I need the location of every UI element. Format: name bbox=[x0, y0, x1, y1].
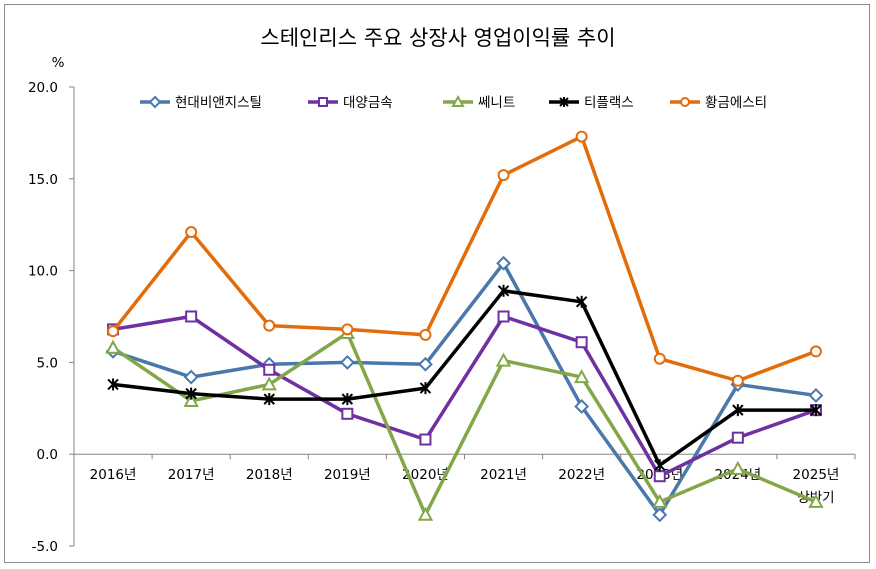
x-tick-label: 2020년 bbox=[402, 467, 449, 483]
x-tick-label: 2018년 bbox=[246, 467, 293, 483]
chart-frame bbox=[4, 4, 870, 563]
data-point-marker bbox=[261, 376, 277, 391]
data-point-marker bbox=[419, 382, 432, 395]
data-point-marker bbox=[263, 393, 275, 406]
series-5 bbox=[107, 130, 822, 387]
y-tick-label: -5.0 bbox=[32, 539, 58, 555]
x-tick-label: 2016년 bbox=[90, 467, 137, 483]
data-point-marker bbox=[185, 226, 198, 239]
legend-item: 황금에스티 bbox=[670, 95, 767, 111]
data-point-marker bbox=[730, 460, 746, 475]
data-point-marker bbox=[183, 392, 199, 407]
data-point-marker bbox=[680, 97, 690, 107]
y-tick-label: 15.0 bbox=[28, 172, 58, 188]
data-point-marker bbox=[575, 295, 588, 308]
data-point-marker bbox=[575, 130, 588, 143]
series-line bbox=[112, 289, 816, 467]
x-tick-label: 2024년 bbox=[714, 467, 761, 483]
data-point-marker bbox=[732, 404, 744, 417]
series-line bbox=[112, 331, 817, 517]
x-tick-label: 2017년 bbox=[168, 467, 215, 483]
data-point-marker bbox=[341, 407, 354, 420]
data-point-marker bbox=[652, 507, 668, 523]
series-layer bbox=[105, 130, 824, 523]
data-point-marker bbox=[575, 336, 588, 349]
data-point-marker bbox=[263, 319, 276, 332]
data-point-marker bbox=[573, 368, 590, 384]
data-point-marker bbox=[341, 323, 354, 336]
series-line bbox=[111, 134, 817, 383]
data-point-marker bbox=[808, 388, 824, 403]
y-tick-label: 5.0 bbox=[37, 355, 58, 371]
legend-label: 현대비앤지스틸 bbox=[175, 95, 262, 111]
legend: 현대비앤지스틸 대양금속 쎄니트 티플랙스 황금에스티 bbox=[140, 94, 767, 111]
data-point-marker bbox=[731, 431, 744, 444]
legend-label: 티플랙스 bbox=[584, 95, 634, 111]
data-point-marker bbox=[809, 345, 822, 358]
legend-item: 현대비앤지스틸 bbox=[140, 95, 262, 111]
data-point-marker bbox=[183, 369, 199, 385]
data-point-marker bbox=[810, 404, 822, 417]
data-point-marker bbox=[574, 399, 590, 414]
series-1 bbox=[105, 255, 824, 523]
legend-label: 대양금속 bbox=[343, 95, 393, 111]
x-tick-label: 2019년 bbox=[324, 467, 371, 483]
series-4 bbox=[107, 284, 822, 472]
data-point-marker bbox=[808, 493, 824, 508]
y-tick-label: 10.0 bbox=[28, 264, 58, 280]
data-point-marker bbox=[107, 325, 120, 338]
y-tick-label: 20.0 bbox=[28, 80, 58, 96]
series-3 bbox=[105, 324, 824, 521]
data-point-marker bbox=[497, 284, 510, 297]
x-axis-ticks: 2016년2017년2018년2019년2020년2021년2022년2023년… bbox=[73, 454, 856, 506]
data-point-marker bbox=[654, 459, 666, 472]
series-line bbox=[112, 261, 817, 517]
data-point-marker bbox=[652, 493, 668, 508]
y-axis-ticks: 20.0 15.0 10.0 5.0 0.0 -5.0 bbox=[28, 80, 74, 555]
series-line bbox=[112, 314, 817, 478]
data-point-marker bbox=[418, 356, 433, 372]
legend-item: 대양금속 bbox=[308, 95, 393, 111]
legend-label: 쎄니트 bbox=[478, 95, 515, 111]
x-tick-label: 2021년 bbox=[480, 467, 527, 483]
data-point-marker bbox=[107, 378, 119, 391]
data-point-marker bbox=[497, 169, 510, 182]
legend-item: 쎄니트 bbox=[443, 94, 515, 111]
data-point-marker bbox=[496, 255, 511, 271]
chart-title: 스테인리스 주요 상장사 영업이익률 추이 bbox=[260, 26, 615, 50]
data-point-marker bbox=[559, 97, 569, 107]
data-point-marker bbox=[341, 393, 354, 406]
y-tick-label: 0.0 bbox=[37, 447, 58, 463]
data-point-marker bbox=[185, 310, 198, 323]
data-point-marker bbox=[731, 374, 744, 387]
data-point-marker bbox=[263, 363, 276, 376]
data-point-marker bbox=[339, 354, 355, 370]
data-point-marker bbox=[653, 352, 666, 365]
data-point-marker bbox=[318, 97, 328, 107]
data-point-marker bbox=[419, 328, 432, 341]
data-point-marker bbox=[451, 94, 465, 107]
y-axis-unit-label: % bbox=[52, 55, 65, 71]
legend-label: 황금에스티 bbox=[705, 95, 767, 111]
data-point-marker bbox=[148, 95, 162, 109]
legend-item: 티플랙스 bbox=[549, 95, 634, 111]
data-point-marker bbox=[419, 433, 432, 446]
x-tick-label: 2025년 bbox=[793, 467, 840, 483]
data-point-marker bbox=[495, 352, 512, 367]
x-tick-label: 2022년 bbox=[558, 467, 605, 483]
data-point-marker bbox=[417, 506, 434, 521]
data-point-marker bbox=[497, 310, 510, 323]
data-point-marker bbox=[105, 339, 121, 354]
data-point-marker bbox=[185, 387, 197, 400]
data-point-marker bbox=[653, 470, 666, 483]
